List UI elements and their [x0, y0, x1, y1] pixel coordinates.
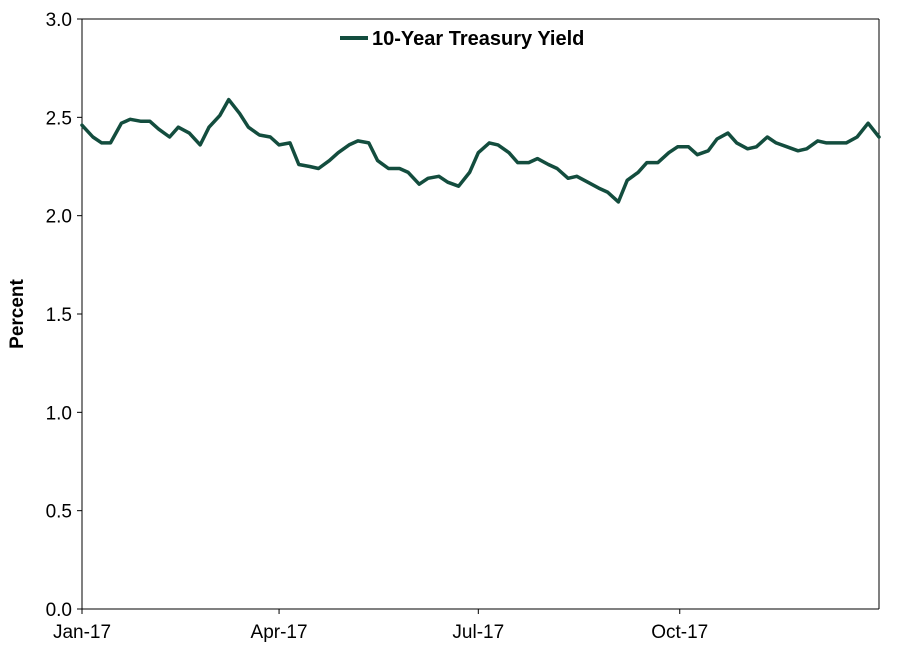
series-layer — [80, 97, 881, 204]
y-tick-label: 0.0 — [46, 600, 72, 621]
y-axis-title: Percent — [7, 278, 28, 348]
y-tick-label: 1.0 — [46, 403, 72, 424]
x-tick-label: Jan-17 — [53, 622, 111, 643]
y-tick-label: 0.5 — [46, 502, 72, 523]
plot-area — [81, 18, 880, 610]
x-tick-label: Apr-17 — [251, 622, 308, 643]
y-tick-label: 1.5 — [46, 305, 72, 326]
y-tick-label: 2.0 — [46, 207, 72, 228]
y-tick-label: 3.0 — [46, 10, 72, 31]
legend-label: 10-Year Treasury Yield — [372, 28, 584, 50]
x-tick-label: Oct-17 — [651, 622, 708, 643]
legend: 10-Year Treasury Yield — [340, 28, 584, 50]
y-axis-ticks: 0.0 0.5 1.0 1.5 2.0 2.5 3.0 — [46, 10, 82, 621]
x-tick-label: Jul-17 — [452, 622, 504, 643]
y-tick-label: 2.5 — [46, 108, 72, 129]
series-line-10-year-treasury-yield — [80, 97, 881, 204]
x-axis-ticks: Jan-17 Apr-17 Jul-17 Oct-17 — [53, 609, 708, 643]
